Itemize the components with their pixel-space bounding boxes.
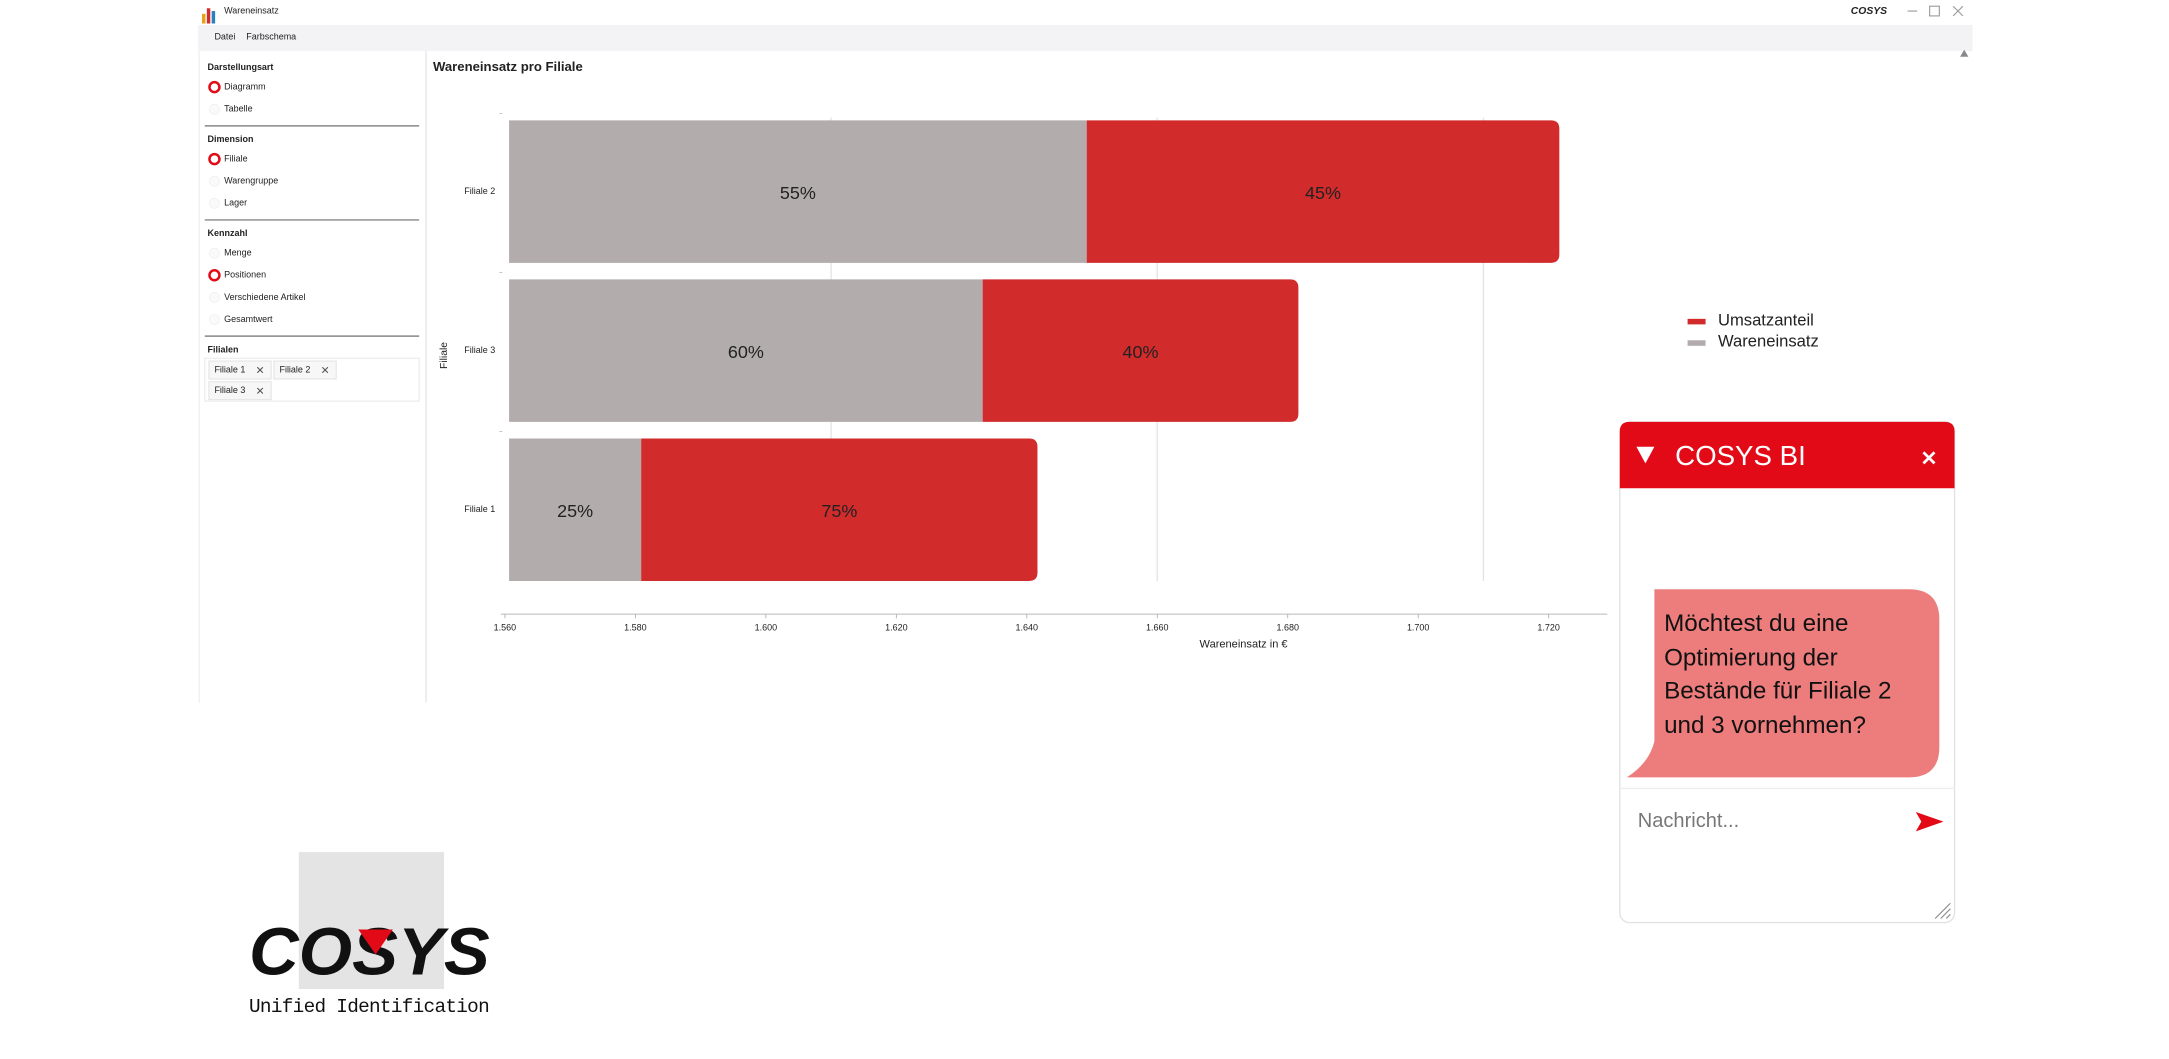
window-title: Wareneinsatz <box>224 5 279 15</box>
radio-label[interactable]: Tabelle <box>224 104 252 114</box>
radio[interactable] <box>209 175 220 187</box>
title-bar <box>197 0 1973 25</box>
radio-label[interactable]: Filiale <box>224 153 247 163</box>
segment-label: 55% <box>780 183 816 203</box>
send-button[interactable] <box>1915 811 1944 832</box>
group-label: Darstellungsart <box>208 62 274 72</box>
radio-selected[interactable] <box>208 269 221 282</box>
filter-label: Filialen <box>208 344 239 354</box>
chip-remove[interactable] <box>256 387 264 394</box>
chat-header <box>1619 421 1955 489</box>
radio[interactable] <box>209 103 220 115</box>
message-bubble <box>1626 589 1940 778</box>
radio[interactable] <box>209 314 220 325</box>
bar-segment <box>509 279 983 422</box>
chip-remove[interactable] <box>321 366 329 374</box>
radio[interactable] <box>209 197 220 209</box>
y-tick-label: Filiale 1 <box>464 504 495 514</box>
radio-selected[interactable] <box>208 152 221 166</box>
x-tick-label: 1.680 <box>1276 622 1298 632</box>
bar-segment <box>1086 120 1560 263</box>
x-axis-label: Wareneinsatz in € <box>1200 639 1288 651</box>
x-tick-label: 1.560 <box>494 622 516 632</box>
message-text: Möchtest du eine Optimierung der Beständ… <box>1664 608 1892 739</box>
bar-segment <box>982 279 1299 422</box>
radio-label[interactable]: Warengruppe <box>224 176 278 186</box>
chip[interactable] <box>208 381 272 401</box>
radio-label[interactable]: Gesamtwert <box>224 314 273 324</box>
segment-label: 60% <box>728 342 764 362</box>
app-icon <box>201 8 216 24</box>
menu-item[interactable]: Datei <box>214 32 235 42</box>
legend-label: Umsatzanteil <box>1718 310 1814 329</box>
collapse-icon[interactable] <box>1636 446 1655 464</box>
chart: Wareneinsatz pro Filiale Filiale Warenei… <box>433 59 1819 650</box>
logo-backdrop <box>298 852 445 990</box>
chat-title: COSYS BI <box>1675 440 1806 471</box>
logo-name: COSYS <box>249 916 490 990</box>
logo-triangle <box>358 929 393 955</box>
chart-title: Wareneinsatz pro Filiale <box>433 59 583 74</box>
radio[interactable] <box>209 247 220 259</box>
maximize-button[interactable] <box>1929 5 1940 17</box>
radio-label[interactable]: Lager <box>224 198 247 208</box>
y-axis-label: Filiale <box>439 342 450 369</box>
bar-segment <box>509 438 642 581</box>
segment-label: 45% <box>1305 183 1341 203</box>
x-tick-label: 1.720 <box>1537 622 1559 632</box>
logo: COSYS Unified Identification <box>249 852 490 1018</box>
brand: COSYS <box>1851 6 1887 17</box>
chip[interactable] <box>273 360 337 380</box>
scroll-up[interactable] <box>1960 49 1969 57</box>
radio-selected[interactable] <box>208 80 221 94</box>
radio-label[interactable]: Diagramm <box>224 82 265 92</box>
legend-label: Wareneinsatz <box>1718 332 1819 351</box>
logo-tagline: Unified Identification <box>249 996 490 1018</box>
bar-segment <box>641 438 1038 581</box>
legend-swatch <box>1687 340 1706 346</box>
message-container: Möchtest du eine Optimierung der Beständ… <box>1664 608 1892 739</box>
chat-widget: COSYS BI Möchtest du eine Optimierung de… <box>1619 421 1956 924</box>
x-tick-label: 1.700 <box>1407 622 1429 632</box>
segment-label: 40% <box>1123 342 1159 362</box>
y-tick-label: Filiale 2 <box>464 186 495 196</box>
bar-segment <box>509 120 1087 263</box>
legend-swatch <box>1687 318 1706 325</box>
chip-label[interactable]: Filiale 3 <box>214 385 245 395</box>
x-tick-label: 1.640 <box>1016 622 1038 632</box>
group-label: Kennzahl <box>208 228 248 238</box>
radio-label[interactable]: Verschiedene Artikel <box>224 292 305 302</box>
radio-label[interactable]: Positionen <box>224 270 266 280</box>
x-tick-label: 1.620 <box>885 622 907 632</box>
x-tick-label: 1.580 <box>624 622 646 632</box>
chip-remove[interactable] <box>256 366 264 374</box>
segment-label: 25% <box>557 501 593 521</box>
menu-bar <box>197 24 1973 52</box>
y-tick-label: Filiale 3 <box>464 345 495 355</box>
menu-item[interactable]: Farbschema <box>246 32 296 42</box>
group-label: Dimension <box>208 134 254 144</box>
chip-label[interactable]: Filiale 2 <box>279 364 310 374</box>
chat-close[interactable] <box>1922 451 1936 465</box>
chip-label[interactable]: Filiale 1 <box>214 364 245 374</box>
resize-handle[interactable] <box>1934 902 1951 919</box>
radio[interactable] <box>209 291 220 303</box>
message-input[interactable]: Nachricht... <box>1638 810 1739 832</box>
chip[interactable] <box>208 360 272 380</box>
segment-label: 75% <box>821 501 857 521</box>
radio-label[interactable]: Menge <box>224 248 251 258</box>
sidebar: Darstellungsart Diagramm Tabelle Dimension F… <box>204 62 420 402</box>
x-tick-label: 1.600 <box>755 622 777 632</box>
x-tick-label: 1.660 <box>1146 622 1168 632</box>
close-button[interactable] <box>1952 5 1964 17</box>
